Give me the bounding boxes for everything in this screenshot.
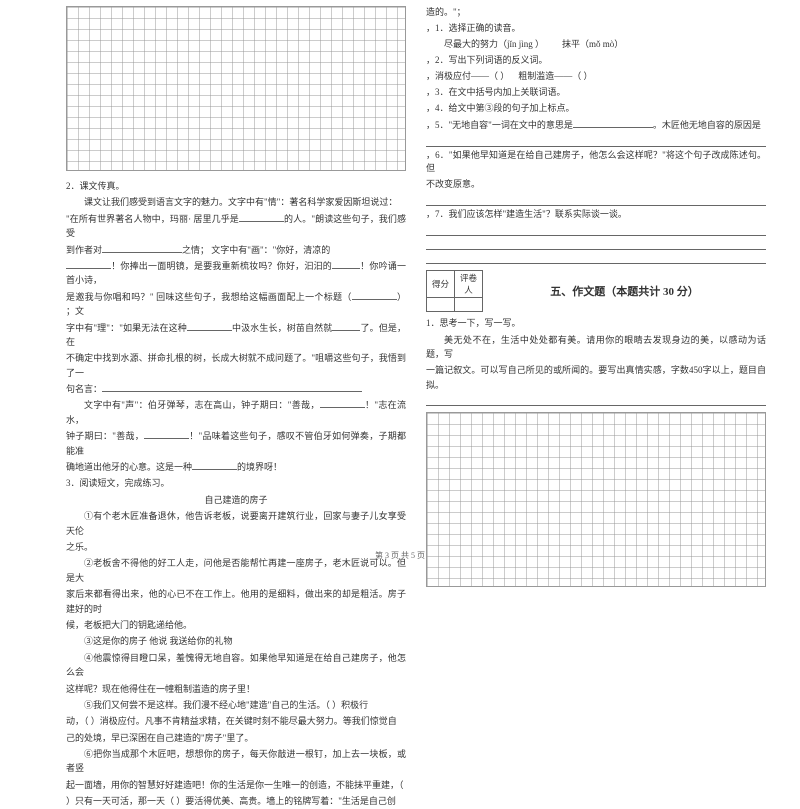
sq-line: 不改变原意。: [426, 178, 766, 192]
q2-line: 是邀我与你唱和吗？" 回味这些句子，我想给这幅画面配上一个标题（） ；文: [66, 290, 406, 319]
q2-line: 句名言：: [66, 382, 406, 396]
frag: 之情； 文字中有"画"："你好，清凉的: [182, 245, 330, 255]
q2-line: 字中有"理"："如果无法在这种中汲水生长，树苗自然就了。但是，在: [66, 321, 406, 350]
score-blank[interactable]: [455, 298, 483, 312]
frag: 中汲水生长，树苗自然就: [232, 323, 332, 333]
writing-grid-top: [66, 6, 406, 171]
frag: ！你捧出一面明镜，是要我重新梳妆吗？你好，汩汩的: [111, 261, 332, 271]
frag: 的境界呀！: [237, 462, 282, 472]
sq-line: ，1．选择正确的读音。: [426, 22, 766, 36]
frag: ，5．"无地自容"一词在文中的意思是: [426, 120, 573, 130]
answer-line[interactable]: [426, 194, 766, 206]
sq-line: ，5．"无地自容"一词在文中的意思是 。木匠他无地自容的原因是: [426, 118, 766, 133]
q2-line: 钟子期曰："善哉，！"品味着这些句子，感叹不管伯牙如何弹奏，子期都能准: [66, 429, 406, 458]
q3-line: ⑤我们又何尝不是这样。我们漫不经心地"建造"自己的生活。（ ）积极行: [66, 698, 406, 712]
q2-line: 课文让我们感受到语言文字的魅力。文字中有"情"：著名科学家爱因斯坦说过：: [66, 195, 406, 209]
q3-line: ⑥把你当成那个木匠吧，想想你的房子，每天你敲进一根钉，加上去一块板，或者竖: [66, 747, 406, 776]
sq-line: ，6．"如果他早知道是在给自己建房子，他怎么会这样呢？"将这个句子改成陈述句。但: [426, 149, 766, 177]
frag: 到作者对: [66, 245, 102, 255]
sq-line: ，2．写出下列词语的反义词。: [426, 54, 766, 68]
frag: 钟子期曰："善哉，: [66, 431, 144, 441]
blank[interactable]: [102, 382, 362, 392]
sq-line: ，4．给文中第③段的句子加上标点。: [426, 102, 766, 116]
frag: 造的。"；: [426, 6, 766, 20]
writing-line: 美无处不在，生活中处处都有美。请用你的眼睛去发现身边的美，以感动为话题，写: [426, 333, 766, 362]
score-table: 得分评卷人: [426, 270, 483, 312]
frag: 。木匠他无地自容的原因是: [653, 120, 761, 130]
sq-line: ，7．我们应该怎样"建造生活"？联系实际谈一谈。: [426, 208, 766, 222]
sq-line: 尽最大的努力（jǐn jìng ） 抹平（mǒ mò）: [426, 38, 766, 52]
frag: 尽最大的努力（jǐn jìng ）: [444, 39, 544, 49]
blank[interactable]: [332, 321, 360, 331]
sq-line: ，3．在文中括号内加上关联词语。: [426, 86, 766, 100]
page-footer: 第 3 页 共 5 页: [0, 550, 800, 561]
blank[interactable]: [102, 243, 182, 253]
answer-line[interactable]: [426, 224, 766, 236]
frag: ，消极应付——（ ）: [426, 71, 509, 81]
frag: 粗制滥造——（ ）: [518, 71, 592, 81]
blank[interactable]: [239, 212, 284, 222]
answer-line[interactable]: [426, 394, 766, 406]
q3-line: 家后来都看得出来，他的心已不在工作上。他用的是细料，做出来的却是粗活。房子建好的…: [66, 587, 406, 616]
frag: 抹平（mǒ mò）: [562, 39, 623, 49]
blank[interactable]: [320, 398, 365, 408]
q2-line: 不确定中找到水源、拼命扎根的树，长成大树就不成问题了。"咀嚼这些句子，我悟到了一: [66, 351, 406, 380]
q3-line: ①有个老木匠准备退休，他告诉老板，说要离开建筑行业，回家与妻子儿女享受天伦: [66, 509, 406, 538]
frag: 确地道出他牙的心意。这是一种: [66, 462, 192, 472]
answer-line[interactable]: [426, 252, 766, 264]
frag: 字中有"理"："如果无法在这种: [66, 323, 187, 333]
writing-line: 一篇记叙文。可以写自己所见的或所闻的。要写出真情实感，字数450字以上，题目自拟…: [426, 363, 766, 392]
q3-line: ③这是你的房子 他说 我送给你的礼物: [66, 634, 406, 648]
q3-heading: 自己建造的房子: [66, 493, 406, 507]
score-cell: 得分: [427, 271, 455, 298]
blank[interactable]: [187, 321, 232, 331]
frag: 句名言：: [66, 384, 102, 394]
section-header: 得分评卷人 五、作文题（本题共计 30 分）: [426, 270, 766, 312]
q2-line: 文字中有"声"：伯牙弹琴，志在高山，钟子期曰："善哉，！"志在流水，: [66, 398, 406, 427]
frag: 文字中有"声"：伯牙弹琴，志在高山，钟子期曰："善哉，: [84, 400, 320, 410]
blank[interactable]: [573, 118, 653, 128]
sub-questions: 造的。"； ，1．选择正确的读音。 尽最大的努力（jǐn jìng ） 抹平（m…: [426, 6, 766, 264]
q3-line: 己的处境，早已深困在自己建造的"房子"里了。: [66, 731, 406, 745]
frag: 是邀我与你唱和吗？" 回味这些句子，我想给这幅画面配上一个标题（: [66, 292, 352, 302]
score-cell: 评卷人: [455, 271, 483, 298]
blank[interactable]: [144, 429, 189, 439]
blank[interactable]: [66, 259, 111, 269]
q2-line: 到作者对 之情； 文字中有"画"："你好，清凉的: [66, 243, 406, 257]
q3-line: 动，（ ）消极应付。凡事不肯精益求精，在关键时刻不能尽最大努力。等我们惊觉自: [66, 714, 406, 728]
left-column: 2．课文传真。 课文让我们感受到语言文字的魅力。文字中有"情"：著名科学家爱因斯…: [60, 6, 416, 545]
q2-line: "在所有世界著名人物中，玛丽· 居里几乎是的人。"朗读这些句子，我们感受: [66, 212, 406, 241]
q2-line: 确地道出他牙的心意。这是一种 的境界呀！: [66, 460, 406, 474]
blank[interactable]: [352, 290, 397, 300]
q3-line: 这样呢？现在他得住在一幢粗制滥造的房子里！: [66, 682, 406, 696]
blank[interactable]: [192, 460, 237, 470]
sq-line: ，消极应付——（ ） 粗制滥造——（ ）: [426, 70, 766, 84]
q3-line: 候，老板把大门的钥匙递给他。: [66, 618, 406, 632]
q3-line: ④他震惊得目瞪口呆，羞愧得无地自容。如果他早知道是在给自己建房子，他怎么会: [66, 651, 406, 680]
score-blank[interactable]: [427, 298, 455, 312]
q3-line: 起一面墙，用你的智慧好好建造吧！你的生活是你一生唯一的创造，不能抹平重建，（: [66, 778, 406, 792]
frag: "在所有世界著名人物中，玛丽· 居里几乎是: [66, 214, 239, 224]
answer-line[interactable]: [426, 238, 766, 250]
right-column: 造的。"； ，1．选择正确的读音。 尽最大的努力（jǐn jìng ） 抹平（m…: [416, 6, 772, 545]
writing-line: 1．思考一下，写一写。: [426, 316, 766, 330]
blank[interactable]: [332, 259, 360, 269]
q2-title: 2．课文传真。: [66, 179, 406, 193]
section-title: 五、作文题（本题共计 30 分）: [483, 283, 766, 299]
q3-title: 3．阅读短文，完成练习。: [66, 476, 406, 490]
q3-line: ）只有一天可活，那一天（ ）要活得优美、高贵。墙上的铭牌写着："生活是自己创: [66, 794, 406, 808]
q2-line: ！你捧出一面明镜，是要我重新梳妆吗？你好，汩汩的！你吟诵一首小诗，: [66, 259, 406, 288]
answer-line[interactable]: [426, 135, 766, 147]
